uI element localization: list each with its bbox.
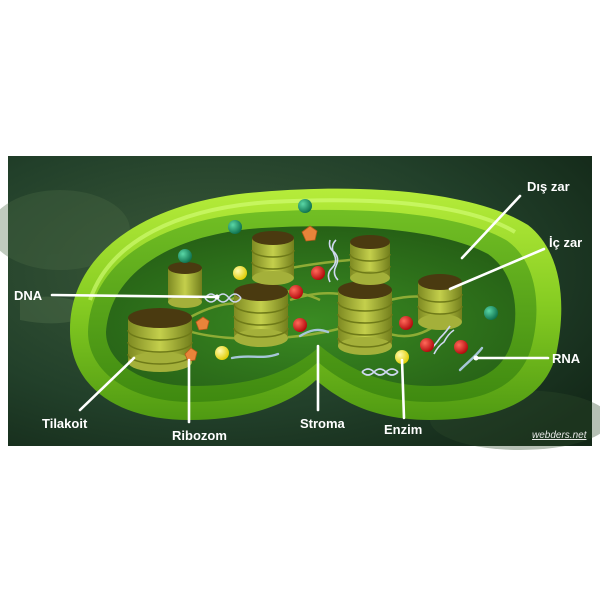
label-ic-zar: İç zar bbox=[549, 235, 582, 250]
dna-strands bbox=[204, 239, 455, 376]
label-enzim: Enzim bbox=[384, 422, 422, 437]
teal-particles bbox=[178, 199, 498, 320]
leader-tilakoit bbox=[78, 356, 136, 412]
red-particle bbox=[454, 340, 468, 354]
label-tilakoit: Tilakoit bbox=[42, 416, 88, 431]
rna-strands bbox=[230, 328, 484, 372]
leader-dis-zar bbox=[460, 194, 522, 260]
teal-particle bbox=[484, 306, 498, 320]
thylakoid-stack bbox=[233, 283, 289, 347]
thylakoid-stack bbox=[349, 235, 391, 285]
stroma-region bbox=[106, 226, 516, 386]
label-dna: DNA bbox=[14, 288, 43, 303]
red-particle bbox=[289, 285, 303, 299]
credit-text: webders.net bbox=[532, 430, 588, 441]
label-rna: RNA bbox=[552, 351, 581, 366]
ribosome bbox=[301, 225, 318, 242]
enzyme-particle bbox=[215, 346, 229, 360]
grana bbox=[127, 231, 463, 372]
thylakoid-stack bbox=[168, 262, 202, 308]
label-dis-zar: Dış zar bbox=[527, 179, 570, 194]
enzyme-particle bbox=[395, 350, 409, 364]
thylakoid-stack bbox=[251, 231, 295, 285]
leader-enzim bbox=[400, 358, 406, 420]
teal-particle bbox=[228, 220, 242, 234]
teal-particle bbox=[178, 249, 192, 263]
red-particle bbox=[399, 316, 413, 330]
enzyme-particle bbox=[233, 266, 247, 280]
red-particle bbox=[420, 338, 434, 352]
outer-membrane-highlight bbox=[88, 198, 517, 301]
label-ribozom: Ribozom bbox=[172, 428, 227, 443]
enzymes bbox=[215, 266, 409, 364]
red-particles bbox=[289, 266, 468, 354]
leader-ic-zar bbox=[448, 247, 546, 291]
thylakoid-stack bbox=[127, 308, 193, 372]
leader-lines bbox=[50, 194, 550, 424]
thylakoid-stack bbox=[417, 274, 463, 330]
red-particle bbox=[293, 318, 307, 332]
teal-particle bbox=[298, 199, 312, 213]
ribosome bbox=[195, 316, 210, 331]
ribosomes bbox=[184, 225, 318, 362]
ribosome bbox=[184, 347, 198, 362]
leader-dna bbox=[50, 293, 219, 299]
red-particle bbox=[311, 266, 325, 280]
thylakoid-stack bbox=[337, 281, 393, 355]
leader-dots bbox=[214, 294, 479, 361]
label-stroma: Stroma bbox=[300, 416, 346, 431]
